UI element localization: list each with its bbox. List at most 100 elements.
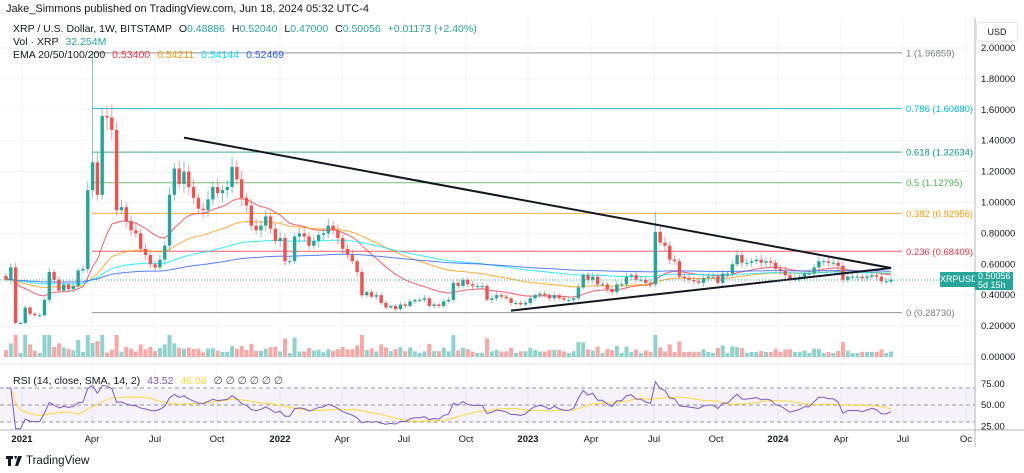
candle-body	[802, 273, 807, 277]
volume-bar	[220, 351, 225, 357]
volume-bar	[427, 343, 432, 357]
volume-bar	[18, 353, 23, 357]
volume-bar	[759, 351, 764, 357]
candle-body	[302, 233, 306, 237]
candle-body	[884, 281, 888, 283]
candle-countdown: 5d 15h	[978, 280, 1006, 290]
volume-bar	[739, 348, 744, 357]
candle-body	[615, 284, 619, 293]
ema-50-line	[5, 220, 892, 289]
rsi-line	[6, 380, 892, 430]
open-label: O	[178, 23, 187, 35]
volume-bar	[105, 352, 110, 357]
candle-body	[350, 255, 355, 262]
volume-bar	[494, 349, 499, 357]
volume-bar	[13, 335, 18, 357]
volume-bar	[61, 347, 66, 357]
rsi-legend[interactable]: RSI (14, close, SMA, 14, 2) 43.52 46.08 …	[13, 375, 287, 387]
volume-bar	[258, 350, 263, 357]
volume-bar	[254, 350, 259, 357]
volume-bar	[388, 351, 393, 357]
candle-body	[239, 179, 244, 198]
candle-body	[316, 234, 321, 242]
time-tick: Apr	[834, 434, 849, 445]
volume-bar	[715, 348, 720, 357]
volume-bar	[369, 348, 374, 357]
symbol-legend[interactable]: XRP / U.S. Dollar, 1W, BITSTAMP O0.48886…	[13, 23, 481, 35]
candle-body	[187, 171, 191, 188]
volume-bar	[874, 351, 879, 357]
volume-bar	[634, 349, 639, 357]
volume-bar	[42, 335, 47, 357]
rsi-empty-values: ∅ ∅ ∅ ∅ ∅ ∅	[213, 375, 284, 387]
candle-body	[437, 304, 441, 307]
time-axis[interactable]: 2021 Apr Jul Oct 2022 Apr Jul Oct 2023 Apr Jul Oct 2…	[11, 434, 972, 445]
trendlines[interactable]	[183, 136, 892, 312]
last-price-value: 0.50056	[978, 271, 1011, 281]
candle-body	[543, 293, 547, 296]
volume-bar	[485, 338, 489, 357]
volume-bar	[489, 351, 494, 357]
time-tick: Jul	[648, 434, 660, 445]
rsi-label: RSI (14, close, SMA, 14, 2)	[13, 375, 141, 387]
candle-body	[567, 299, 571, 301]
candle-body	[66, 284, 71, 290]
time-tick: Oct	[210, 434, 225, 445]
currency-button[interactable]: USD	[976, 22, 1018, 42]
candle-body	[95, 162, 100, 195]
volume-bar	[797, 351, 802, 357]
candle-body	[538, 293, 542, 296]
candle-body	[725, 273, 730, 275]
candle-body	[764, 261, 768, 263]
candle-body	[499, 295, 504, 297]
ema-legend[interactable]: EMA 20/50/100/200 0.53400 0.54211 0.5414…	[13, 49, 288, 61]
volume-bar	[379, 344, 384, 357]
volume-bar	[869, 351, 874, 357]
candle-body	[321, 233, 326, 235]
candle-body	[215, 187, 220, 194]
volume-bar	[234, 348, 239, 357]
candle-body	[735, 255, 739, 265]
candle-body	[769, 261, 773, 263]
candle-body	[745, 262, 749, 264]
candle-body	[235, 166, 239, 180]
volume-bar	[162, 344, 167, 357]
volume-bar	[475, 353, 480, 357]
rsi-axis[interactable]: 75.00 50.00 25.00	[981, 379, 1005, 433]
volume-bar	[696, 351, 701, 357]
volume-bar	[677, 341, 682, 357]
candle-body	[259, 225, 263, 231]
candle-body	[644, 279, 648, 283]
candle-body	[13, 267, 18, 324]
candle-body	[81, 268, 85, 271]
candle-body	[826, 261, 831, 263]
volume-bar	[860, 351, 865, 357]
volume-bar	[292, 337, 297, 357]
fib-level-label: 0.5 (1.12795)	[906, 178, 963, 189]
fibonacci-retracement[interactable]: 1 (1.96859) 0.786 (1.60880) 0.618 (1.32634…	[92, 48, 973, 319]
volume-bar	[807, 353, 812, 357]
volume-bar	[653, 335, 658, 357]
price-tick: 0.20000	[981, 321, 1015, 332]
volume-bar	[422, 351, 427, 357]
volume-bar	[845, 350, 850, 357]
ema100-value: 0.54144	[201, 49, 240, 61]
volume-bar	[403, 351, 408, 357]
volume-bar	[523, 351, 528, 357]
volume-bar	[701, 349, 706, 357]
candle-body	[836, 262, 840, 266]
candle-body	[812, 267, 816, 274]
volume-bar	[706, 351, 711, 357]
volume-legend[interactable]: Vol · XRP 32.254M	[13, 36, 110, 48]
candle-body	[879, 276, 884, 282]
tradingview-logo[interactable]: TradingView	[6, 455, 89, 467]
price-tick: 0.60000	[981, 259, 1015, 270]
volume-bar	[297, 351, 302, 357]
volume-bar	[624, 346, 629, 357]
volume-bar	[230, 345, 235, 357]
volume-bar	[350, 349, 355, 357]
publisher-line: Jake_Simmons published on TradingView.co…	[6, 3, 370, 15]
price-axis[interactable]: 2.00000 1.80000 1.60000 1.40000 1.20000 1.000…	[981, 43, 1015, 363]
time-tick: 2022	[269, 434, 290, 445]
